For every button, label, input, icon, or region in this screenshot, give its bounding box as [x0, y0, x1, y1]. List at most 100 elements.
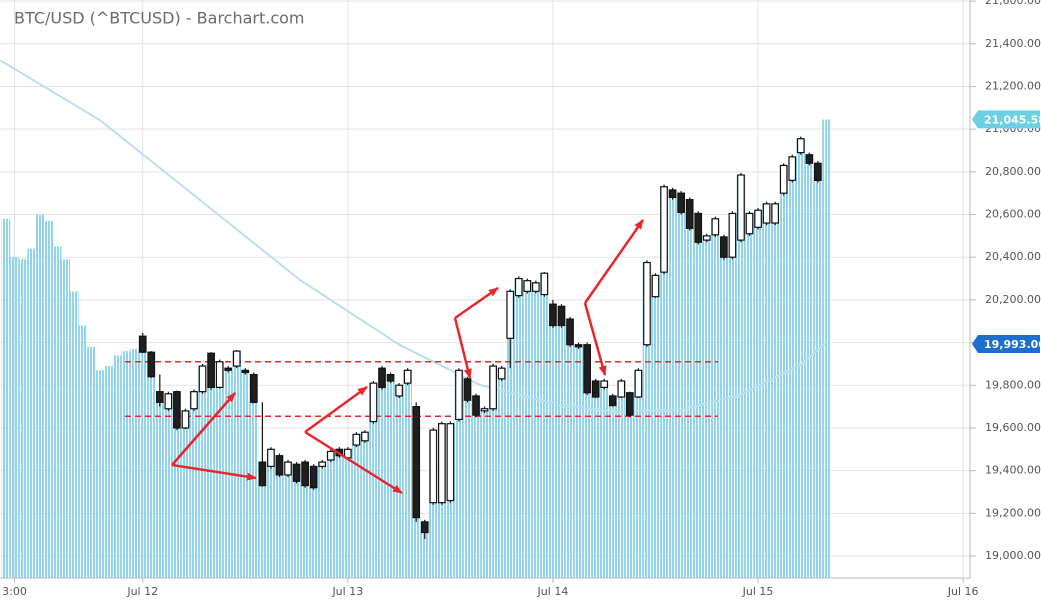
- candle-body: [207, 352, 215, 388]
- histogram-bar: [189, 391, 199, 578]
- candle-body: [215, 361, 224, 388]
- y-tick-label: 21,400.00: [985, 37, 1041, 50]
- histogram-bar: [557, 325, 566, 578]
- x-tick-label: Jul 16: [947, 585, 979, 598]
- histogram-bar: [454, 370, 464, 578]
- histogram-bar: [27, 248, 36, 578]
- histogram-bar: [531, 282, 541, 578]
- candle-body: [181, 410, 190, 429]
- x-tick-label: Jul 13: [331, 585, 363, 598]
- y-tick-label: 21,600.00: [985, 0, 1041, 7]
- candle-body: [155, 391, 164, 403]
- candle-body: [737, 174, 745, 241]
- candle-body: [677, 192, 685, 213]
- candle-body: [796, 138, 805, 154]
- histogram-bar: [599, 380, 609, 578]
- candle-body: [190, 391, 198, 410]
- chart-title: BTC/USD (^BTCUSD) - Barchart.com: [14, 9, 305, 28]
- arrow: [171, 392, 236, 466]
- y-tick-label: 20,600.00: [985, 208, 1041, 221]
- candle-body: [429, 429, 438, 504]
- histogram-bar: [232, 351, 242, 578]
- histogram-bar: [309, 487, 318, 578]
- candle-body: [532, 282, 540, 292]
- y-tick-label: 19,200.00: [985, 506, 1041, 519]
- histogram-bar: [813, 180, 823, 578]
- candle-body: [232, 350, 241, 367]
- y-tick-label: 21,200.00: [985, 79, 1041, 92]
- candle-body: [249, 373, 258, 403]
- candle-body: [455, 369, 463, 421]
- candle-body: [728, 212, 737, 258]
- histogram-bar: [360, 432, 370, 578]
- histogram-bar: [215, 361, 224, 578]
- x-tick-label: 3:00: [2, 585, 27, 598]
- histogram-bar: [266, 449, 276, 578]
- histogram-bar: [275, 474, 284, 578]
- moving-average-line: [0, 59, 828, 413]
- candle-body: [617, 380, 626, 398]
- histogram-bar: [104, 366, 113, 578]
- candle-body: [514, 277, 523, 297]
- histogram-bar: [326, 451, 336, 578]
- histogram-bar: [745, 213, 754, 578]
- candle-body: [583, 344, 591, 394]
- histogram-bar: [497, 368, 506, 578]
- candle-body: [369, 382, 378, 423]
- histogram-bar: [728, 213, 737, 578]
- histogram-bar: [608, 405, 618, 578]
- histogram-bar: [394, 385, 404, 578]
- candle-body: [420, 521, 429, 534]
- histogram-bar: [625, 415, 635, 578]
- candle-body: [626, 392, 634, 416]
- candle-body: [814, 162, 822, 181]
- histogram: [1, 119, 831, 579]
- candle-body: [557, 305, 566, 327]
- candle-body: [745, 212, 754, 235]
- candle-body: [352, 433, 361, 446]
- histogram-bar: [762, 203, 771, 578]
- x-tick-label: Jul 12: [126, 585, 158, 598]
- histogram-bar: [44, 220, 53, 578]
- histogram-bar: [668, 197, 677, 578]
- candle-body: [198, 365, 207, 393]
- arrow: [583, 219, 645, 304]
- x-tick-label: Jul 15: [742, 585, 774, 598]
- candle-body: [378, 367, 386, 388]
- histogram-bar: [52, 246, 62, 578]
- arrow: [171, 463, 257, 481]
- histogram-bar: [352, 434, 361, 578]
- candle-body: [292, 463, 301, 482]
- histogram-bar: [300, 485, 310, 578]
- candle-body: [591, 380, 600, 398]
- candle-body: [241, 369, 250, 374]
- price-badge-label: 19,993.06: [984, 338, 1041, 351]
- candle-body: [779, 164, 788, 194]
- histogram-bar: [591, 397, 600, 578]
- histogram-bar: [411, 517, 421, 578]
- candle-body: [506, 290, 515, 339]
- annotation-arrows: [171, 219, 645, 495]
- histogram-bar: [471, 415, 481, 578]
- candle-body: [267, 448, 275, 467]
- candle-body: [309, 465, 318, 489]
- histogram-bar: [95, 370, 105, 578]
- histogram-bar: [121, 351, 130, 578]
- histogram-bar: [386, 380, 395, 578]
- histogram-bar: [377, 387, 387, 578]
- candle-body: [480, 408, 489, 412]
- histogram-bar: [805, 163, 814, 578]
- candle-body: [651, 274, 660, 298]
- histogram-bar: [292, 481, 301, 578]
- arrow: [453, 317, 472, 379]
- histogram-bar: [753, 210, 763, 578]
- histogram-bar: [129, 348, 139, 578]
- candle-body: [437, 423, 446, 504]
- candle-body: [523, 280, 532, 292]
- candle-body: [643, 261, 651, 346]
- candle-body: [275, 455, 284, 476]
- histogram-bar: [685, 228, 694, 578]
